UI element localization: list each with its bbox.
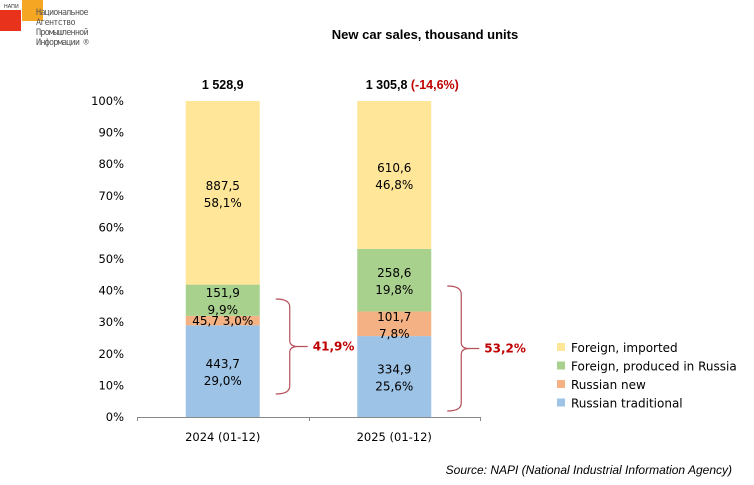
legend-swatch-russian_traditional <box>557 398 565 407</box>
logo-line: Национальное <box>36 8 89 18</box>
segment-value-label: 887,5 <box>206 179 240 193</box>
y-tick-label: 50% <box>98 252 124 266</box>
y-tick-label: 90% <box>98 126 124 140</box>
chart-title: New car sales, thousand units <box>332 27 518 42</box>
legend-label: Foreign, produced in Russia <box>571 360 737 374</box>
bar-total-value: 1 528,9 <box>202 78 244 92</box>
logo-text: Национальное Агентство Промышленной Инфо… <box>36 8 89 48</box>
bar-total-label: 1 305,8 (-14,6%) <box>366 78 459 92</box>
segment-value-label: 258,6 <box>377 266 411 280</box>
segment-share-label: 9,9% <box>208 303 239 317</box>
y-tick-label: 60% <box>98 220 124 234</box>
logo-line: Агентство <box>36 18 76 28</box>
bar-segment-russian_traditional <box>185 325 260 417</box>
x-tick-label: 2024 (01-12) <box>185 430 260 444</box>
logo-orange-square <box>22 0 43 21</box>
bracket-share-label: 41,9% <box>313 340 355 354</box>
y-tick-label: 80% <box>98 157 124 171</box>
legend-swatch-foreign_produced <box>557 361 565 370</box>
logo-red-square <box>0 10 21 31</box>
bar-segment-foreign_imported <box>357 101 432 249</box>
bar-segment-foreign_produced <box>357 248 432 312</box>
legend-label: Russian new <box>571 378 646 392</box>
source-note: Source: NAPI (National Industrial Inform… <box>445 463 732 477</box>
y-tick-label: 10% <box>98 378 124 392</box>
segment-value-label: 151,9 <box>206 286 240 300</box>
legend-label: Russian traditional <box>571 397 683 411</box>
segment-value-label: 443,7 <box>206 357 240 371</box>
segment-share-label: 25,6% <box>375 380 413 394</box>
bars: 443,7 29,0% 45,7 3,0% 151,9 9,9% 887,5 58,1% 1 … <box>185 78 459 417</box>
x-axis: 2024 (01-12) 2025 (01-12) <box>137 417 481 444</box>
legend-swatch-foreign_imported <box>557 343 565 351</box>
curly-bracket <box>447 285 480 412</box>
segment-value-label: 610,6 <box>377 161 411 175</box>
y-tick-label: 30% <box>98 315 124 329</box>
logo-abbrev: НАПИ <box>4 4 19 10</box>
segment-label: 45,7 3,0% <box>192 314 253 328</box>
bar-segment-foreign_imported <box>185 101 260 285</box>
segment-share-label: 58,1% <box>204 196 242 210</box>
bar-total-change: (-14,6%) <box>407 78 458 92</box>
y-tick-label: 0% <box>106 410 124 424</box>
logo-line: Информации ® <box>36 38 89 48</box>
segment-value-label: 334,9 <box>377 363 411 377</box>
legend: Foreign, imported Foreign, produced in Ru… <box>557 341 737 411</box>
bar-total-value: 1 305,8 <box>366 78 408 92</box>
curly-bracket <box>275 298 308 395</box>
y-tick-label: 20% <box>98 347 124 361</box>
segment-share-label: 29,0% <box>204 374 242 388</box>
y-tick-label: 70% <box>98 189 124 203</box>
napi-logo: НАПИ Национальное Агентство Промышленной… <box>0 0 120 52</box>
bar-segment-russian_new <box>185 315 260 326</box>
bracket-share-label: 53,2% <box>484 342 526 356</box>
bar-segment-foreign_produced <box>185 284 260 316</box>
segment-share-label: 19,8% <box>375 283 413 297</box>
segment-share-label: 7,8% <box>379 327 410 341</box>
legend-label: Foreign, imported <box>571 341 678 355</box>
legend-swatch-russian_new <box>557 380 565 388</box>
y-tick-label: 100% <box>91 94 124 108</box>
bar-segment-russian_new <box>357 311 432 337</box>
segment-share-label: 46,8% <box>375 178 413 192</box>
bar-total-label: 1 528,9 <box>202 78 244 92</box>
brackets: 41,9% 53,2% <box>275 285 526 412</box>
x-tick-label: 2025 (01-12) <box>357 430 432 444</box>
y-tick-label: 40% <box>98 284 124 298</box>
logo-line: Промышленной <box>36 28 89 38</box>
segment-value-label: 101,7 <box>377 310 411 324</box>
y-axis: 0% 10% 20% 30% 40% 50% 60% 70% 80% 90% 100% <box>91 94 124 424</box>
bar-segment-russian_traditional <box>357 336 432 417</box>
